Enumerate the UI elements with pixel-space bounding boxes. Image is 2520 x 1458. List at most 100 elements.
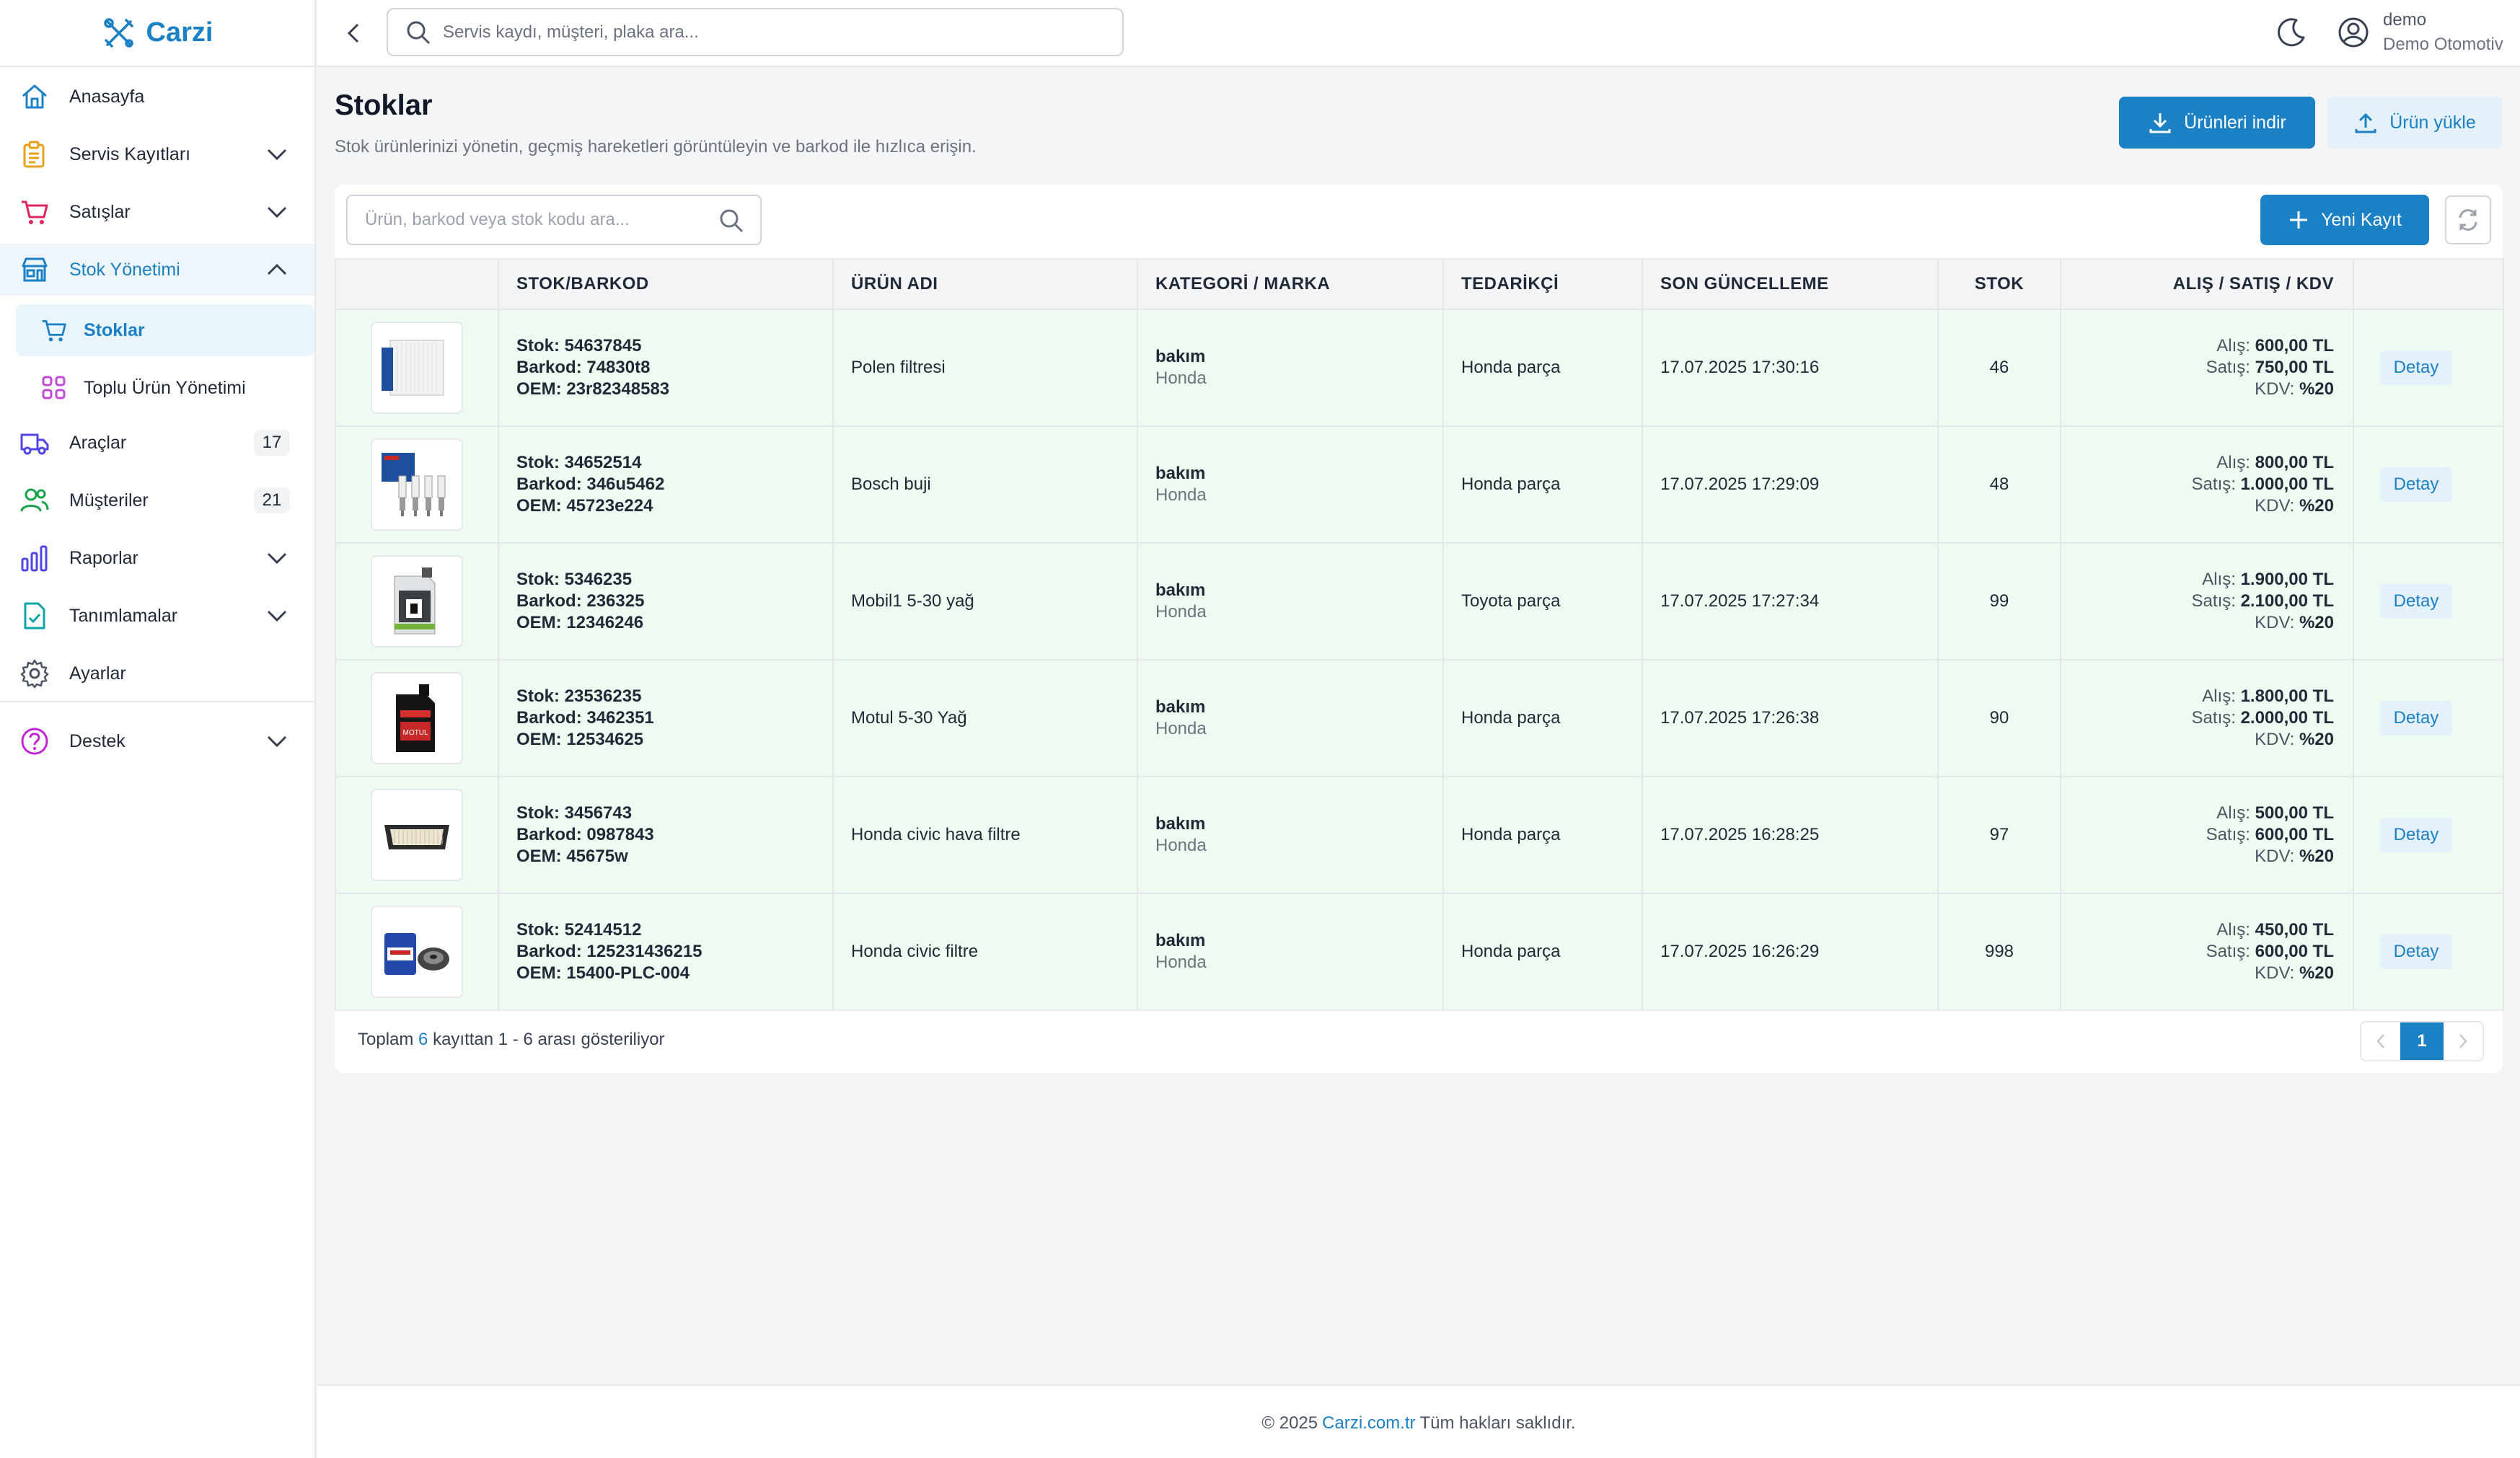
- product-thumbnail[interactable]: [371, 322, 463, 414]
- cell-prices: Alış: 600,00 TL Satış: 750,00 TL KDV: %20: [2060, 309, 2354, 427]
- collapse-sidebar-button[interactable]: [339, 19, 368, 48]
- sidebar-item-definitions[interactable]: Tanımlamalar: [0, 590, 314, 642]
- prev-page-button[interactable]: [2361, 1022, 2400, 1060]
- category: bakım: [1155, 697, 1206, 717]
- new-record-button[interactable]: Yeni Kayıt: [2260, 195, 2429, 245]
- sidebar-item-support[interactable]: Destek: [0, 715, 314, 767]
- brand: Honda: [1155, 836, 1207, 855]
- vat-line: KDV: %20: [2079, 495, 2334, 517]
- upload-products-button[interactable]: Ürün yükle: [2327, 97, 2503, 149]
- product-thumbnail[interactable]: [371, 789, 463, 881]
- sidebar-subitem-bulk-products[interactable]: Toplu Ürün Yönetimi: [16, 362, 314, 414]
- column-header-stock-barcode[interactable]: STOK/BARKOD: [498, 258, 834, 310]
- download-products-button[interactable]: Ürünleri indir: [2119, 97, 2315, 149]
- footer-site-link[interactable]: Carzi.com.tr: [1322, 1413, 1416, 1433]
- product-thumbnail[interactable]: [371, 906, 463, 998]
- sidebar-item-label: Satışlar: [69, 201, 131, 222]
- oem-code: OEM: 12534625: [516, 730, 644, 749]
- user-circle-icon[interactable]: [2337, 16, 2370, 49]
- sidebar-item-label: Servis Kayıtları: [69, 143, 191, 164]
- next-page-button[interactable]: [2444, 1022, 2482, 1060]
- sell-price: 600,00 TL: [2255, 942, 2334, 961]
- buy-label: Alış:: [2216, 453, 2250, 472]
- sidebar-item-reports[interactable]: Raporlar: [0, 532, 314, 584]
- file-check-icon: [19, 600, 50, 632]
- sell-price-line: Satış: 2.000,00 TL: [2079, 707, 2334, 729]
- buy-price: 800,00 TL: [2255, 453, 2334, 472]
- sidebar-subitem-stocks[interactable]: Stoklar: [16, 304, 314, 356]
- stock-code: Stok: 34652514: [516, 453, 642, 472]
- refresh-button[interactable]: [2445, 195, 2491, 244]
- sidebar-item-label: Anasayfa: [69, 86, 145, 107]
- brand: Honda: [1155, 485, 1207, 505]
- table-row[interactable]: Stok: 52414512 Barkod: 125231436215 OEM: 1…: [335, 893, 2504, 1011]
- detail-button[interactable]: Detay: [2380, 935, 2452, 969]
- tools-icon: [103, 17, 133, 48]
- sidebar-item-stock-management[interactable]: Stok Yönetimi: [0, 244, 314, 296]
- brand-logo[interactable]: Carzi: [0, 0, 314, 67]
- chevron-up-icon: [267, 263, 287, 275]
- global-search[interactable]: [387, 8, 1124, 56]
- table-row[interactable]: Stok: 3456743 Barkod: 0987843 OEM: 45675w H…: [335, 776, 2504, 894]
- cell-supplier: Honda parça: [1442, 893, 1643, 1011]
- home-icon: [19, 81, 50, 112]
- detail-button[interactable]: Detay: [2380, 467, 2452, 502]
- cell-stock-barcode: Stok: 54637845 Barkod: 74830t8 OEM: 23r823…: [498, 309, 834, 427]
- sidebar-item-customers[interactable]: Müşteriler 21: [0, 474, 314, 526]
- cell-image: [335, 309, 499, 427]
- cell-image: [335, 542, 499, 660]
- sidebar-item-home[interactable]: Anasayfa: [0, 71, 314, 123]
- global-search-input[interactable]: [443, 22, 1092, 43]
- page-button-current[interactable]: 1: [2400, 1022, 2444, 1060]
- detail-button[interactable]: Detay: [2380, 584, 2452, 619]
- sidebar-item-sales[interactable]: Satışlar: [0, 186, 314, 238]
- product-thumbnail[interactable]: [371, 438, 463, 531]
- sidebar-item-service-records[interactable]: Servis Kayıtları: [0, 128, 314, 180]
- table-row[interactable]: Stok: 34652514 Barkod: 346u5462 OEM: 45723…: [335, 425, 2504, 544]
- buy-price: 450,00 TL: [2255, 920, 2334, 940]
- table-row[interactable]: Stok: 5346235 Barkod: 236325 OEM: 12346246…: [335, 542, 2504, 660]
- cell-supplier: Honda parça: [1442, 659, 1643, 777]
- column-header-category-brand[interactable]: KATEGORİ / MARKA: [1137, 258, 1444, 310]
- cell-prices: Alış: 500,00 TL Satış: 600,00 TL KDV: %20: [2060, 776, 2354, 894]
- cell-supplier: Honda parça: [1442, 309, 1643, 427]
- search-icon[interactable]: [718, 208, 744, 234]
- vat-line: KDV: %20: [2079, 379, 2334, 400]
- cell-category-brand: bakım Honda: [1137, 542, 1444, 660]
- download-icon: [2149, 113, 2171, 133]
- sidebar-item-vehicles[interactable]: Araçlar 17: [0, 417, 314, 469]
- category: bakım: [1155, 931, 1206, 950]
- oem-code: OEM: 45723e224: [516, 496, 653, 516]
- sell-price: 600,00 TL: [2255, 825, 2334, 844]
- buy-price-line: Alış: 800,00 TL: [2079, 452, 2334, 474]
- moon-icon[interactable]: [2275, 16, 2308, 49]
- product-thumbnail[interactable]: [371, 555, 463, 648]
- cell-category-brand: bakım Honda: [1137, 309, 1444, 427]
- detail-button[interactable]: Detay: [2380, 350, 2452, 385]
- table-row[interactable]: MOTUL Stok: 23536235 Barkod: 3462351 OEM: 1…: [335, 659, 2504, 777]
- detail-button[interactable]: Detay: [2380, 701, 2452, 735]
- table-row[interactable]: Stok: 54637845 Barkod: 74830t8 OEM: 23r823…: [335, 309, 2504, 427]
- download-products-label: Ürünleri indir: [2184, 112, 2286, 133]
- sidebar-item-settings[interactable]: Ayarlar: [0, 648, 314, 699]
- product-search[interactable]: [346, 195, 762, 245]
- barcode: Barkod: 346u5462: [516, 474, 665, 494]
- cell-product-name: Polen filtresi: [832, 309, 1138, 427]
- cell-actions: Detay: [2353, 425, 2504, 544]
- column-header-last-updated[interactable]: SON GÜNCELLEME: [1642, 258, 1939, 310]
- product-search-input[interactable]: [365, 210, 704, 230]
- sidebar-item-label: Stoklar: [84, 319, 145, 340]
- category: bakım: [1155, 347, 1206, 366]
- cell-prices: Alış: 800,00 TL Satış: 1.000,00 TL KDV: %2…: [2060, 425, 2354, 544]
- clipboard-icon: [19, 138, 50, 170]
- stock-code: Stok: 5346235: [516, 570, 633, 589]
- vat-label: KDV:: [2255, 730, 2295, 749]
- column-header-product-name[interactable]: ÜRÜN ADI: [832, 258, 1138, 310]
- column-header-image: [335, 258, 499, 310]
- column-header-prices[interactable]: ALIŞ / SATIŞ / KDV: [2060, 258, 2354, 310]
- column-header-supplier[interactable]: TEDARİKÇİ: [1442, 258, 1643, 310]
- oem-code: OEM: 45675w: [516, 847, 628, 866]
- product-thumbnail[interactable]: MOTUL: [371, 672, 463, 764]
- detail-button[interactable]: Detay: [2380, 818, 2452, 852]
- column-header-stock[interactable]: STOK: [1937, 258, 2061, 310]
